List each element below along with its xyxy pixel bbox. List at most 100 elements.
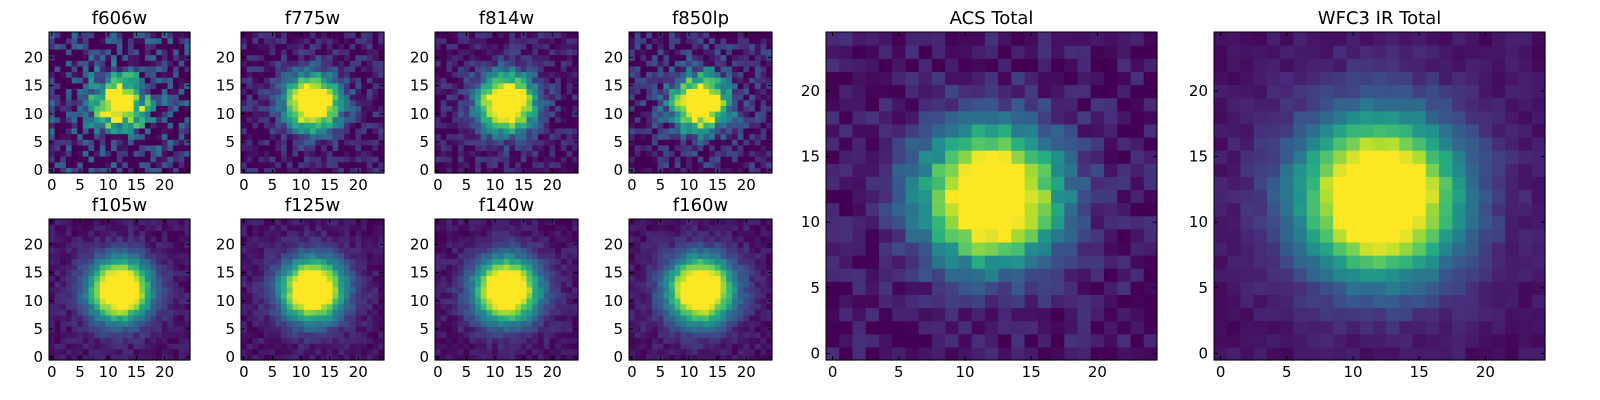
heatmap-cell [480, 337, 488, 344]
heatmap-cell [349, 88, 356, 95]
heatmap-cell [469, 60, 476, 67]
heatmap-cell [709, 309, 716, 316]
heatmap-cell [321, 219, 328, 226]
heatmap-cell [720, 99, 727, 106]
heatmap-cell [54, 331, 61, 339]
heatmap-cell [286, 275, 294, 282]
heatmap-cell [686, 286, 693, 293]
y-tick-label: 10 [216, 292, 235, 310]
heatmap-cell [355, 43, 362, 50]
heatmap-cell [82, 303, 90, 310]
heatmap-cell [349, 43, 356, 50]
heatmap-cell [697, 37, 704, 44]
heatmap-cell [156, 303, 163, 310]
heatmap-cell [754, 77, 762, 84]
heatmap-cell [298, 37, 305, 44]
heatmap-cell [246, 348, 254, 355]
heatmap-cell [691, 161, 699, 168]
heatmap-cell [355, 48, 362, 56]
heatmap-cell [321, 230, 328, 237]
heatmap-cell [315, 309, 322, 316]
heatmap-cell [355, 161, 362, 168]
heatmap-cell [258, 258, 265, 265]
heatmap-cell [173, 343, 180, 350]
heatmap-cell [54, 309, 61, 316]
heatmap-cell [452, 167, 459, 174]
heatmap-cell [361, 314, 368, 322]
heatmap-cell [60, 247, 67, 254]
heatmap-cell [469, 116, 476, 123]
heatmap-cell [111, 337, 118, 344]
heatmap-cell [560, 54, 568, 61]
heatmap-cell [111, 252, 118, 260]
heatmap-cell [139, 99, 146, 106]
heatmap-cell [122, 167, 129, 174]
heatmap-cell [509, 303, 516, 310]
heatmap-cell [281, 116, 288, 123]
heatmap-cell [303, 94, 311, 101]
heatmap-cell [766, 65, 773, 73]
heatmap-cell [258, 37, 265, 44]
heatmap-cell [263, 167, 271, 174]
heatmap-cell [246, 139, 254, 146]
heatmap-cell [669, 77, 676, 84]
heatmap-cell [111, 281, 118, 288]
heatmap-cell [54, 297, 61, 305]
heatmap-cell [526, 343, 533, 350]
heatmap-cell [71, 144, 78, 152]
heatmap-cell [749, 116, 756, 123]
heatmap-cell [150, 348, 157, 355]
heatmap-cell [492, 275, 499, 282]
heatmap-cell [60, 32, 67, 39]
heatmap-cell [286, 235, 294, 243]
heatmap-cell [651, 303, 659, 310]
heatmap-cell [349, 82, 356, 89]
heatmap-cell [560, 122, 568, 129]
heatmap-cell [372, 235, 379, 243]
heatmap-cell [366, 60, 374, 67]
heatmap-cell [766, 32, 773, 39]
heatmap-cell [82, 331, 90, 339]
heatmap-cell [60, 292, 67, 299]
heatmap-cell [731, 354, 739, 361]
heatmap-cell [49, 88, 56, 95]
heatmap-cell [669, 71, 676, 78]
heatmap-cell [680, 32, 687, 39]
heatmap-cell [372, 337, 379, 344]
heatmap-cell [669, 144, 676, 152]
heatmap-cell [332, 258, 339, 265]
heatmap-cell [646, 116, 653, 123]
heatmap-cell [111, 161, 118, 168]
heatmap-cell [343, 303, 351, 310]
heatmap-cell [572, 94, 579, 101]
heatmap-cell [446, 144, 453, 152]
heatmap-cell [469, 71, 476, 78]
heatmap-cell [343, 235, 351, 243]
heatmap-cell [105, 82, 112, 89]
heatmap-cell [657, 348, 664, 355]
heatmap-cell [298, 292, 305, 299]
heatmap-cell [49, 122, 56, 129]
heatmap-cell [560, 320, 568, 327]
heatmap-cell [463, 94, 470, 101]
heatmap-cell [669, 281, 676, 288]
x-tick-label: 5 [268, 363, 278, 381]
heatmap-cell [372, 105, 379, 112]
heatmap-cell [82, 116, 90, 123]
heatmap-cell [343, 99, 351, 106]
heatmap-cell [720, 269, 727, 276]
heatmap-cell [99, 275, 106, 282]
heatmap-cell [54, 88, 61, 95]
heatmap-cell [749, 331, 756, 339]
heatmap-cell [361, 54, 368, 61]
heatmap-cell [435, 230, 442, 237]
heatmap-cell [184, 235, 191, 243]
heatmap-cell [720, 43, 727, 50]
heatmap-cell [292, 167, 299, 174]
heatmap-cell [338, 286, 345, 293]
heatmap-cell [720, 275, 727, 282]
heatmap-cell [173, 348, 180, 355]
heatmap-cell [116, 43, 123, 50]
heatmap-cell [515, 88, 522, 95]
heatmap-cell [497, 337, 505, 344]
